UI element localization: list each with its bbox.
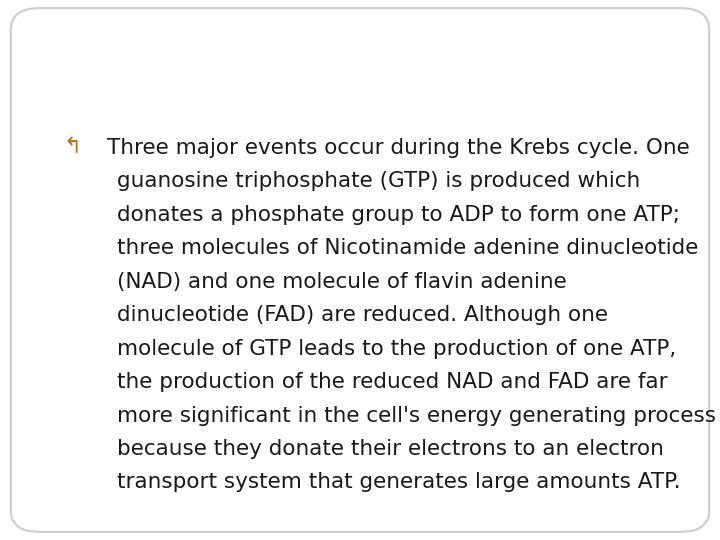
Text: dinucleotide (FAD) are reduced. Although one: dinucleotide (FAD) are reduced. Although…: [117, 305, 608, 325]
Text: ↰: ↰: [63, 138, 81, 158]
Text: more significant in the cell's energy generating process: more significant in the cell's energy ge…: [117, 406, 716, 426]
Text: because they donate their electrons to an electron: because they donate their electrons to a…: [117, 439, 665, 459]
Text: donates a phosphate group to ADP to form one ATP;: donates a phosphate group to ADP to form…: [117, 205, 680, 225]
Text: transport system that generates large amounts ATP.: transport system that generates large am…: [117, 472, 681, 492]
Text: Three major events occur during the Krebs cycle. One: Three major events occur during the Kreb…: [107, 138, 689, 158]
Text: (NAD) and one molecule of flavin adenine: (NAD) and one molecule of flavin adenine: [117, 272, 567, 292]
Text: three molecules of Nicotinamide adenine dinucleotide: three molecules of Nicotinamide adenine …: [117, 238, 698, 258]
Text: the production of the reduced NAD and FAD are far: the production of the reduced NAD and FA…: [117, 372, 668, 392]
Text: guanosine triphosphate (GTP) is produced which: guanosine triphosphate (GTP) is produced…: [117, 171, 641, 191]
Text: molecule of GTP leads to the production of one ATP,: molecule of GTP leads to the production …: [117, 339, 677, 359]
